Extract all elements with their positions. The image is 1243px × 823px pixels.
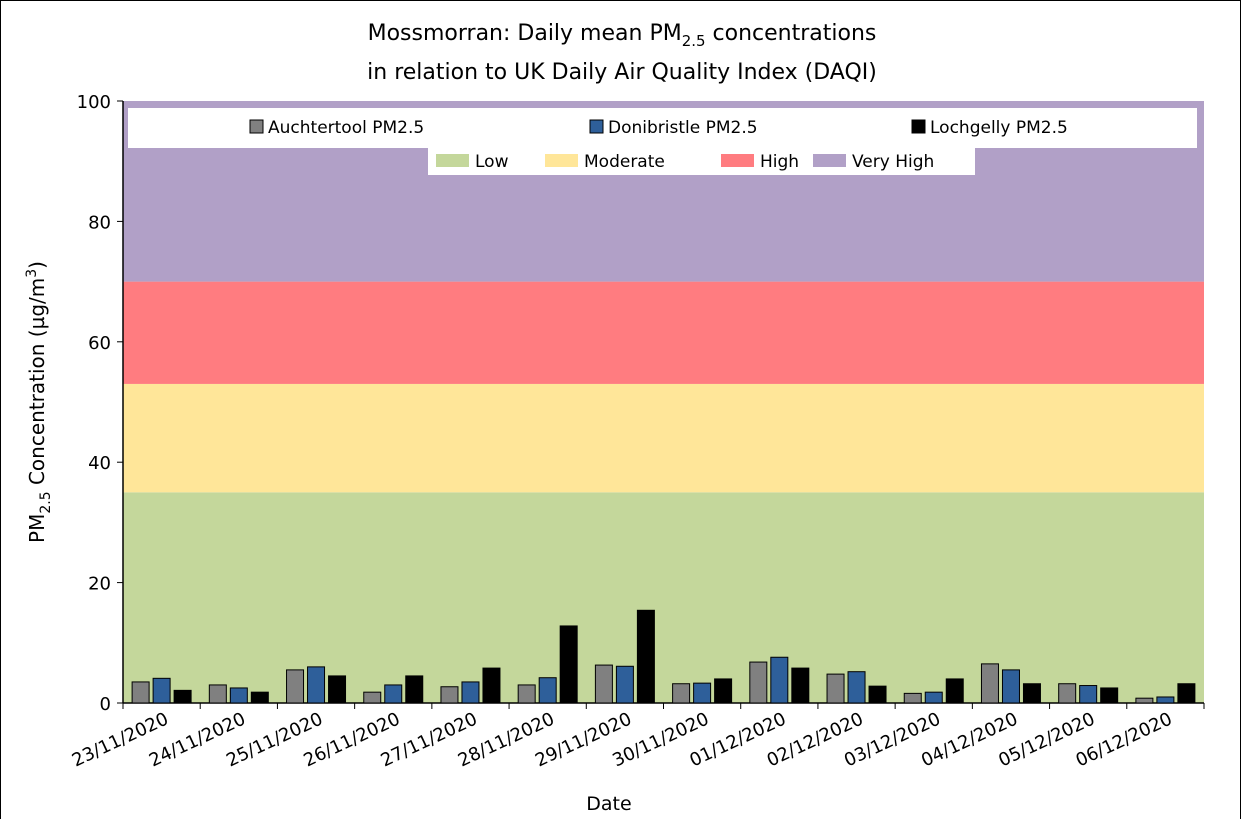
aqi-band bbox=[123, 281, 1204, 384]
aqi-band bbox=[123, 383, 1204, 493]
y-tick-label: 80 bbox=[88, 212, 111, 233]
y-tick-label: 20 bbox=[88, 574, 111, 595]
x-axis-title: Date bbox=[586, 793, 631, 815]
aqi-band bbox=[123, 492, 1204, 703]
bar bbox=[903, 692, 922, 704]
bar bbox=[131, 681, 150, 704]
y-axis-title: PM2.5 Concentration (µg/m3) bbox=[24, 261, 54, 543]
bar bbox=[517, 684, 536, 704]
bar bbox=[328, 675, 347, 704]
bar bbox=[1058, 683, 1077, 704]
legend-swatch bbox=[436, 154, 469, 167]
legend-swatch bbox=[545, 154, 578, 167]
bar bbox=[1177, 683, 1196, 704]
title-subscript: 2.5 bbox=[682, 32, 706, 50]
bar bbox=[770, 656, 789, 704]
bar bbox=[405, 675, 424, 704]
bar bbox=[286, 669, 305, 704]
bar bbox=[672, 683, 691, 704]
legend-label: Donibristle PM2.5 bbox=[608, 118, 758, 138]
legend-box bbox=[128, 108, 1197, 148]
bar bbox=[594, 664, 613, 704]
bar bbox=[482, 667, 501, 704]
bar bbox=[714, 678, 733, 704]
bar bbox=[693, 682, 712, 704]
bar bbox=[538, 677, 557, 704]
bar bbox=[868, 685, 887, 704]
bar bbox=[826, 673, 845, 704]
legend-box bbox=[428, 148, 975, 175]
y-tick-label: 60 bbox=[88, 333, 111, 354]
bar bbox=[363, 691, 382, 704]
bar bbox=[1135, 697, 1154, 704]
y-tick-label: 0 bbox=[100, 694, 111, 715]
bar bbox=[208, 684, 227, 704]
legend-label: Very High bbox=[852, 152, 934, 172]
ylabel-subscript: 2.5 bbox=[38, 491, 54, 513]
ylabel-text: ) bbox=[25, 261, 49, 269]
bar bbox=[1100, 687, 1119, 704]
bar bbox=[615, 665, 634, 704]
legend-label: Moderate bbox=[584, 152, 665, 172]
legend-label: Lochgelly PM2.5 bbox=[930, 118, 1068, 138]
bar bbox=[152, 677, 171, 704]
legend-label: Auchtertool PM2.5 bbox=[268, 118, 424, 138]
chart-title: Mossmorran: Daily mean PM2.5 concentrati… bbox=[368, 21, 877, 50]
legend-swatch bbox=[911, 119, 926, 134]
y-tick-label: 40 bbox=[88, 453, 111, 474]
legend-swatch bbox=[813, 154, 846, 167]
ylabel-text: Concentration (µg/m bbox=[25, 278, 49, 492]
bar bbox=[1022, 683, 1041, 704]
ylabel-superscript: 3 bbox=[24, 269, 40, 278]
chart-subtitle: in relation to UK Daily Air Quality Inde… bbox=[367, 60, 877, 85]
title-text: concentrations bbox=[706, 21, 877, 46]
plot-area: 02040608010023/11/202024/11/202025/11/20… bbox=[69, 92, 1205, 771]
bar bbox=[173, 689, 192, 704]
bar bbox=[791, 667, 810, 704]
bar bbox=[384, 684, 403, 704]
bar bbox=[636, 609, 655, 704]
bar bbox=[749, 661, 768, 704]
bar bbox=[559, 625, 578, 704]
bar bbox=[945, 678, 964, 704]
legend-label: Low bbox=[475, 152, 509, 172]
bar bbox=[847, 671, 866, 704]
bar bbox=[250, 691, 269, 704]
bar bbox=[229, 687, 248, 704]
bar bbox=[1156, 696, 1175, 704]
bar bbox=[980, 663, 999, 704]
bar bbox=[461, 681, 480, 704]
legend-swatch bbox=[589, 119, 604, 134]
ylabel-text: PM bbox=[25, 514, 49, 543]
y-tick-label: 100 bbox=[77, 92, 111, 113]
bar bbox=[924, 691, 943, 704]
bar bbox=[307, 666, 326, 704]
legend-swatch bbox=[721, 154, 754, 167]
bar bbox=[440, 686, 459, 704]
legend-label: High bbox=[760, 152, 799, 172]
title-text: Mossmorran: Daily mean PM bbox=[368, 21, 682, 46]
legend-swatch bbox=[249, 119, 264, 134]
bar bbox=[1001, 669, 1020, 704]
bar bbox=[1079, 685, 1098, 704]
